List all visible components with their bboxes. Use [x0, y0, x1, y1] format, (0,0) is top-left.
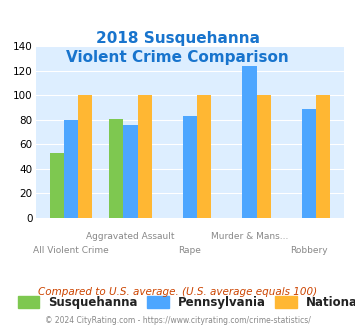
- Text: Rape: Rape: [179, 246, 201, 254]
- Text: Murder & Mans...: Murder & Mans...: [211, 232, 288, 241]
- Bar: [197, 95, 211, 218]
- Text: 2018 Susquehanna
Violent Crime Comparison: 2018 Susquehanna Violent Crime Compariso…: [66, 31, 289, 65]
- Bar: [64, 120, 78, 218]
- Bar: [123, 125, 138, 218]
- Text: Compared to U.S. average. (U.S. average equals 100): Compared to U.S. average. (U.S. average …: [38, 287, 317, 297]
- Text: Robbery: Robbery: [290, 246, 328, 254]
- Text: All Violent Crime: All Violent Crime: [33, 246, 109, 254]
- Text: Aggravated Assault: Aggravated Assault: [86, 232, 175, 241]
- Text: © 2024 CityRating.com - https://www.cityrating.com/crime-statistics/: © 2024 CityRating.com - https://www.city…: [45, 315, 310, 325]
- Bar: [257, 95, 271, 218]
- Bar: [109, 118, 123, 218]
- Bar: [183, 116, 197, 218]
- Legend: Susquehanna, Pennsylvania, National: Susquehanna, Pennsylvania, National: [18, 296, 355, 309]
- Bar: [302, 109, 316, 218]
- Bar: [242, 66, 257, 218]
- Bar: [138, 95, 152, 218]
- Bar: [316, 95, 330, 218]
- Bar: [78, 95, 92, 218]
- Bar: [50, 153, 64, 218]
